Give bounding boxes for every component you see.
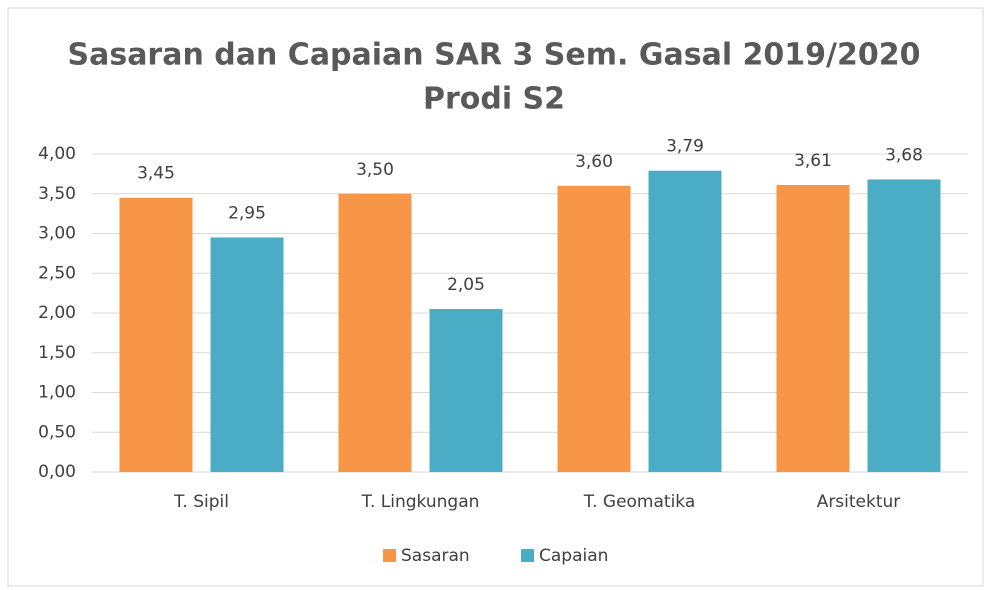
y-tick-label: 2,00 (38, 303, 76, 323)
value-label: 3,50 (356, 160, 394, 180)
y-tick-label: 0,00 (38, 462, 76, 482)
x-tick-label: T. Sipil (173, 492, 229, 512)
y-tick-label: 1,00 (38, 383, 76, 403)
value-label: 3,61 (794, 151, 832, 171)
value-label: 3,60 (575, 152, 613, 172)
chart-title: Sasaran dan Capaian SAR 3 Sem. Gasal 201… (67, 38, 920, 73)
y-tick-label: 3,00 (38, 224, 76, 244)
bar (210, 237, 284, 472)
value-label: 3,45 (137, 164, 175, 184)
bar (648, 170, 722, 472)
x-tick-label: Arsitektur (817, 492, 901, 512)
bar (776, 185, 850, 472)
x-tick-label: T. Lingkungan (361, 492, 480, 512)
y-tick-label: 1,50 (38, 343, 76, 363)
y-tick-label: 2,50 (38, 263, 76, 283)
bar (867, 179, 941, 472)
legend-swatch (383, 549, 396, 562)
value-label: 2,95 (228, 203, 266, 223)
legend-label: Sasaran (401, 546, 470, 566)
value-label: 3,68 (885, 145, 923, 165)
value-label: 2,05 (447, 275, 485, 295)
y-tick-label: 0,50 (38, 422, 76, 442)
bar (429, 309, 503, 472)
y-tick-label: 3,50 (38, 184, 76, 204)
y-tick-label: 4,00 (38, 144, 76, 164)
x-tick-label: T. Geomatika (583, 492, 696, 512)
bar (557, 185, 631, 473)
value-label: 3,79 (666, 137, 704, 157)
legend-swatch (521, 549, 534, 562)
bar (338, 193, 412, 472)
legend-label: Capaian (539, 546, 608, 566)
chart-title: Prodi S2 (423, 82, 565, 117)
bar (119, 197, 193, 472)
